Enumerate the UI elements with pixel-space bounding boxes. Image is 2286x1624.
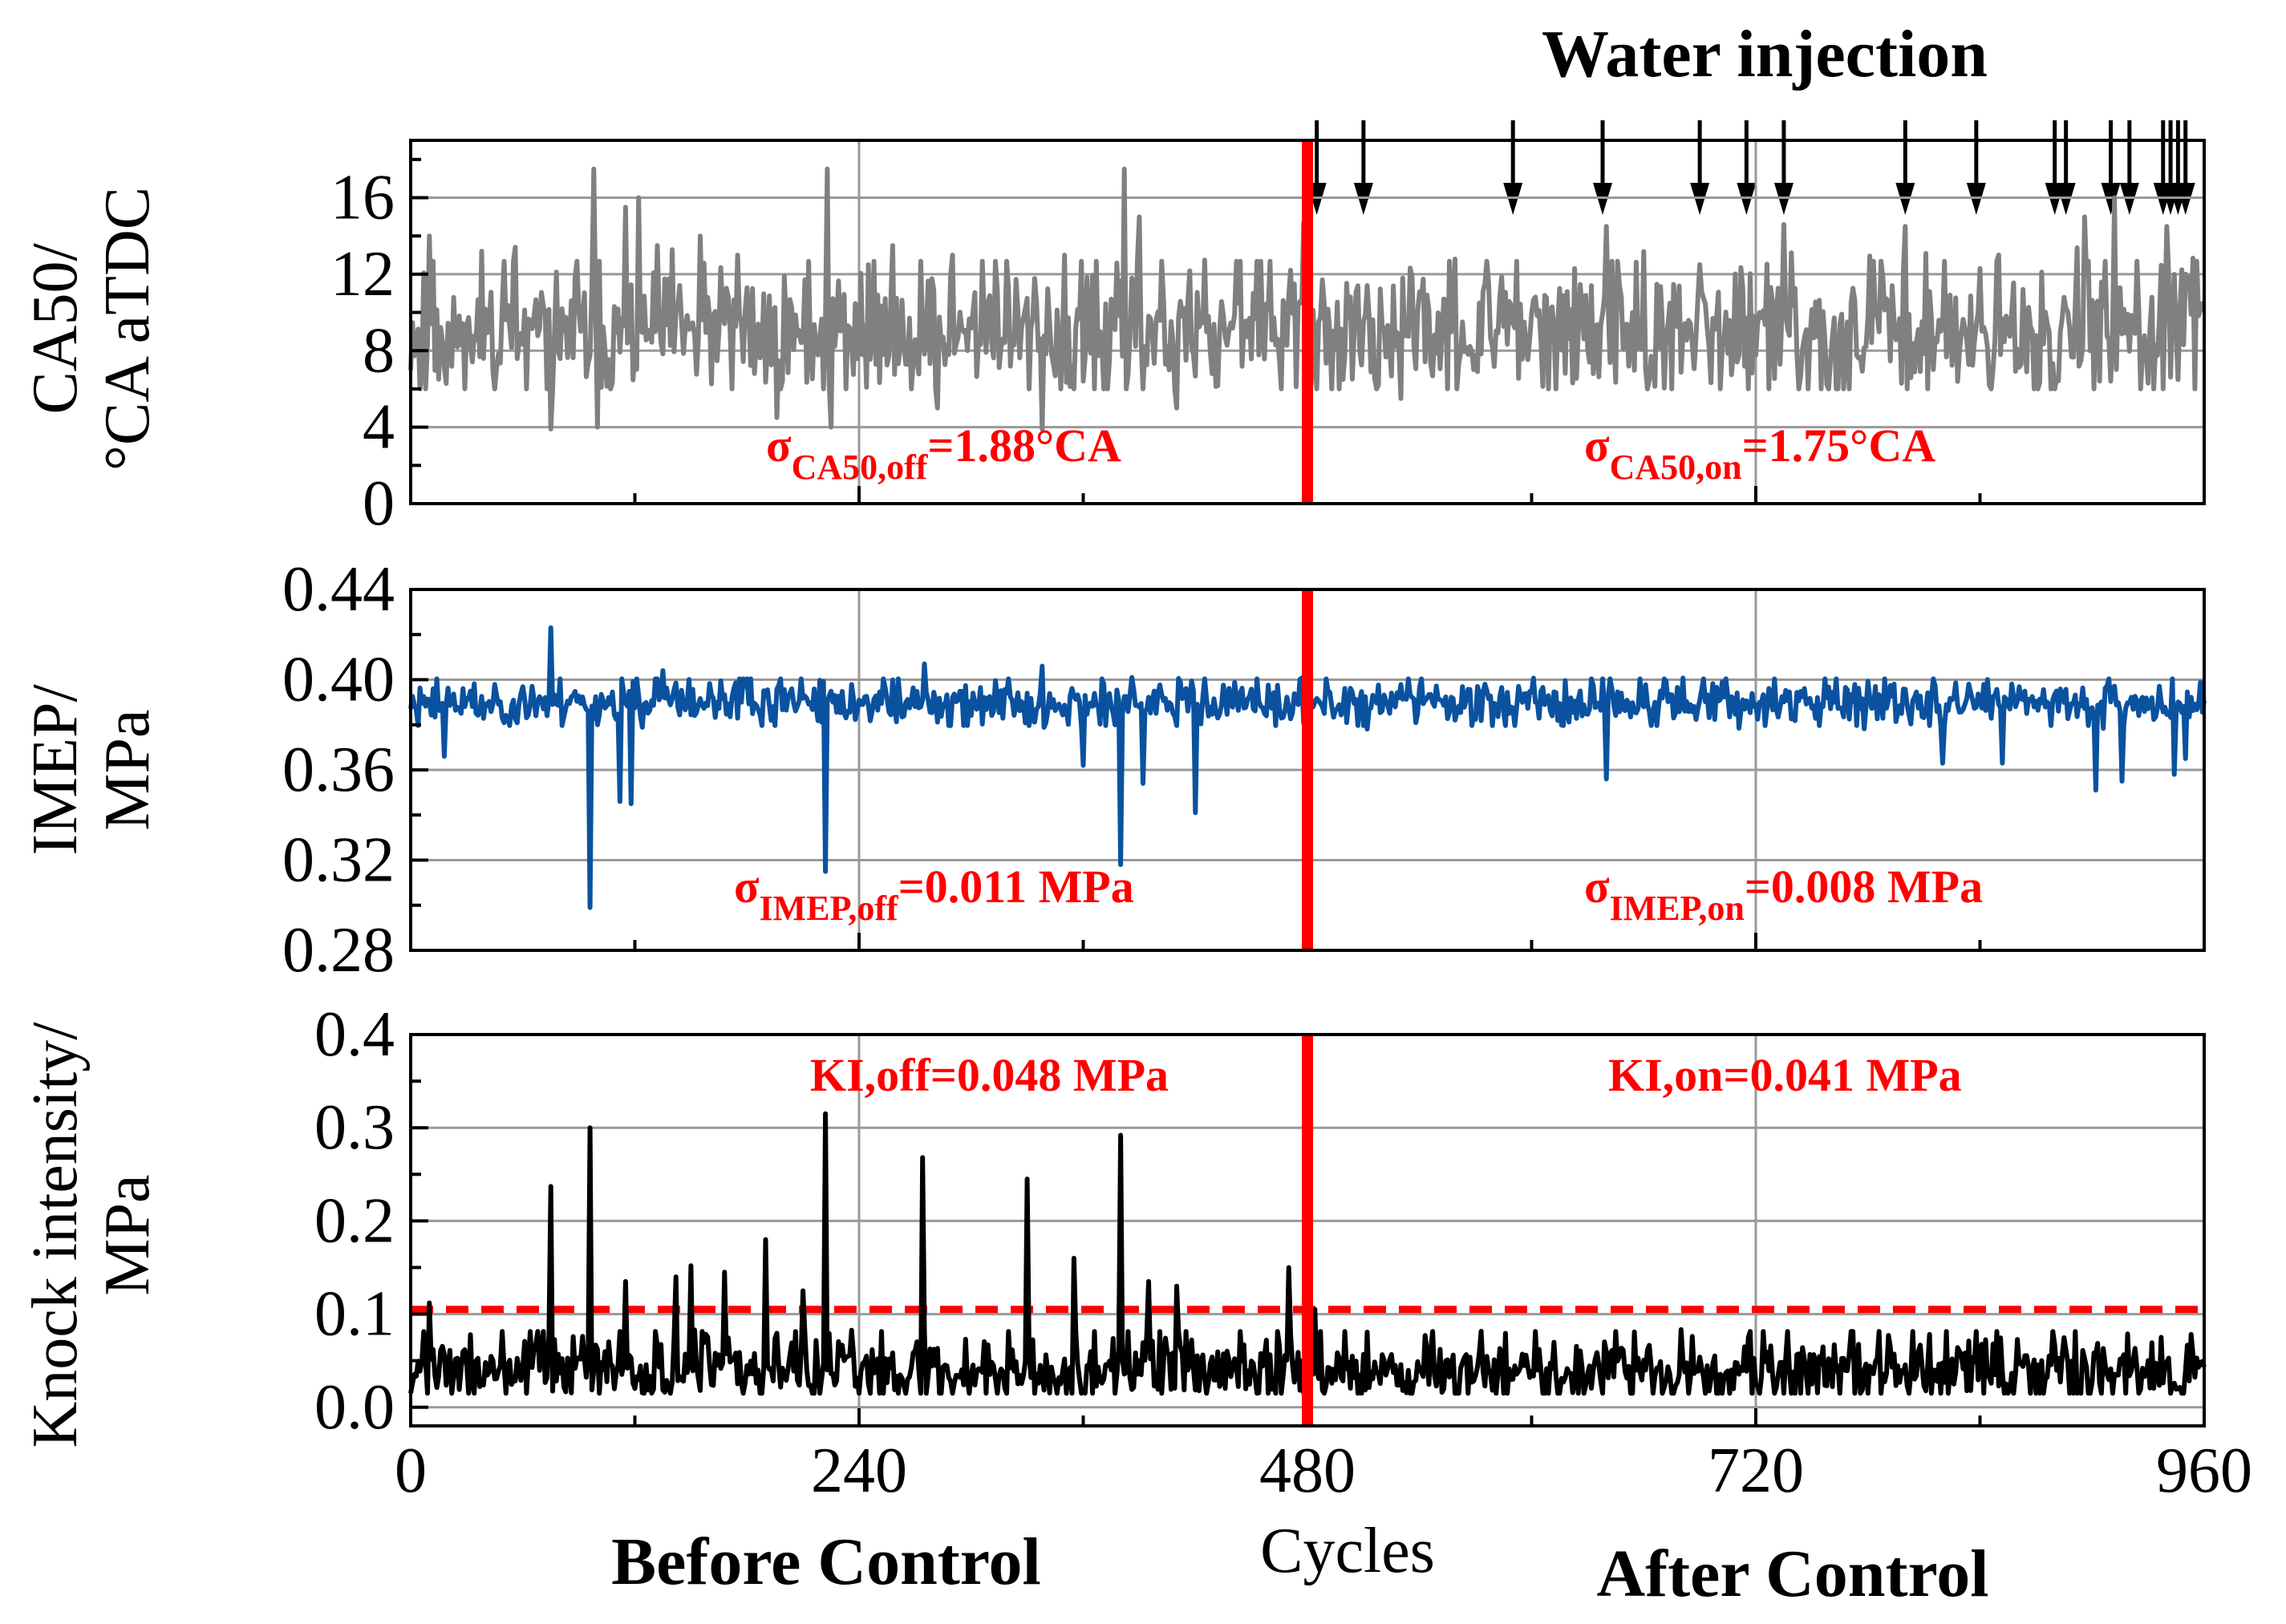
knock-ytick-label: 0.3 [314, 1092, 395, 1163]
water-injection-arrow [1773, 120, 1794, 215]
ca50-ylabel-line2: °CA aTDC [92, 187, 163, 471]
knock-ytick-label: 0.4 [314, 999, 395, 1070]
ca50-annotation-off-sub: CA50,off [792, 448, 929, 487]
ca50-annotation-on-sym: σ [1584, 419, 1610, 472]
water-injection-arrow [2056, 120, 2076, 215]
knock-ytick-label: 0.2 [314, 1185, 395, 1256]
water-injection-arrow [2045, 120, 2065, 215]
after-control-label: After Control [1596, 1537, 1988, 1611]
imep-ytick-label: 0.44 [282, 554, 395, 625]
knock-ylabel-line2: MPa [92, 1174, 163, 1295]
imep-annotation-on-sym: σ [1584, 861, 1610, 913]
imep-ytick-label: 0.32 [282, 825, 395, 896]
imep-ytick-label: 0.28 [282, 915, 395, 986]
knock-annotation-off: KI,off=0.048 MPa [810, 1049, 1169, 1101]
water-injection-arrow [1737, 120, 1757, 215]
ca50-ytick-label: 12 [330, 239, 395, 310]
water-injection-arrow [1895, 120, 1915, 215]
water-injection-arrow [2101, 120, 2121, 215]
ca50-annotation-off-text: =1.88°CA [927, 419, 1121, 472]
ca50-annotation-on-sub: CA50,on [1610, 448, 1742, 487]
ca50-ytick-label: 4 [363, 392, 395, 463]
ca50-ytick-label: 0 [363, 468, 395, 539]
water-injection-arrow [1503, 120, 1523, 215]
imep-annotation-on-sub: IMEP,on [1610, 889, 1745, 928]
ca50-ytick-label: 8 [363, 315, 395, 386]
ca50-annotation-off-sym: σ [766, 419, 792, 472]
imep-annotation-on-text: =0.008 MPa [1745, 861, 1983, 913]
imep-ylabel-line1: IMEP/ [20, 684, 91, 856]
ca50-frame [409, 139, 2206, 505]
imep-panel: 0.280.320.360.400.44 IMEP/ MPa σIMEP,off… [20, 554, 2207, 986]
imep-annotation-off-text: =0.011 MPa [898, 861, 1134, 913]
ca50-annotation-off: σCA50,off=1.88°CA [766, 419, 1121, 487]
knock-ylabel-line1: Knock intensity/ [20, 1022, 91, 1448]
ca50-ylabel-line1: CA50/ [20, 243, 91, 415]
imep-annotation-off: σIMEP,off=0.011 MPa [734, 861, 1134, 928]
water-injection-arrow [1353, 120, 1373, 215]
imep-ytick-label: 0.36 [282, 735, 395, 805]
imep-ytick-label: 0.40 [282, 645, 395, 715]
x-tick-label: 0 [395, 1436, 427, 1506]
knock-panel: 0.0 0.1 0.2 0.3 0.4 0 240 480 720 960 Knock inte… [20, 999, 2252, 1506]
x-tick-label: 480 [1259, 1436, 1356, 1506]
ca50-annotation-on: σCA50,on=1.75°CA [1584, 419, 1935, 487]
knock-y-ticks: 0.0 0.1 0.2 0.3 0.4 [314, 999, 2206, 1443]
knock-annotation-on: KI,on=0.041 MPa [1608, 1049, 1962, 1101]
x-tick-label: 240 [811, 1436, 907, 1506]
knock-frame [409, 1033, 2206, 1428]
before-control-label: Before Control [611, 1525, 1041, 1599]
knock-ytick-label: 0.0 [314, 1372, 395, 1443]
ca50-annotation-on-text: =1.75°CA [1742, 419, 1936, 472]
water-injection-title: Water injection [1542, 17, 1988, 91]
ca50-ytick-label: 16 [330, 163, 395, 233]
water-injection-arrows [1307, 120, 2195, 215]
imep-y-ticks: 0.28 0.32 0.36 0.40 0.44 [282, 554, 2206, 986]
imep-annotation-on: σIMEP,on=0.008 MPa [1584, 861, 1983, 928]
imep-ylabel-line2: MPa [92, 709, 163, 830]
water-injection-arrow [1593, 120, 1613, 215]
x-ticks: 0 240 480 720 960 [395, 1436, 2252, 1506]
x-tick-label: 960 [2156, 1436, 2252, 1506]
water-injection-arrow [1690, 120, 1710, 215]
imep-annotation-off-sub: IMEP,off [760, 889, 899, 928]
imep-annotation-off-sym: σ [734, 861, 760, 913]
knock-ytick-label: 0.1 [314, 1279, 395, 1350]
x-axis-label: Cycles [1260, 1516, 1435, 1586]
x-tick-label: 720 [1708, 1436, 1804, 1506]
water-injection-arrow [1966, 120, 1986, 215]
imep-frame [409, 588, 2206, 952]
water-injection-arrow [2119, 120, 2139, 215]
